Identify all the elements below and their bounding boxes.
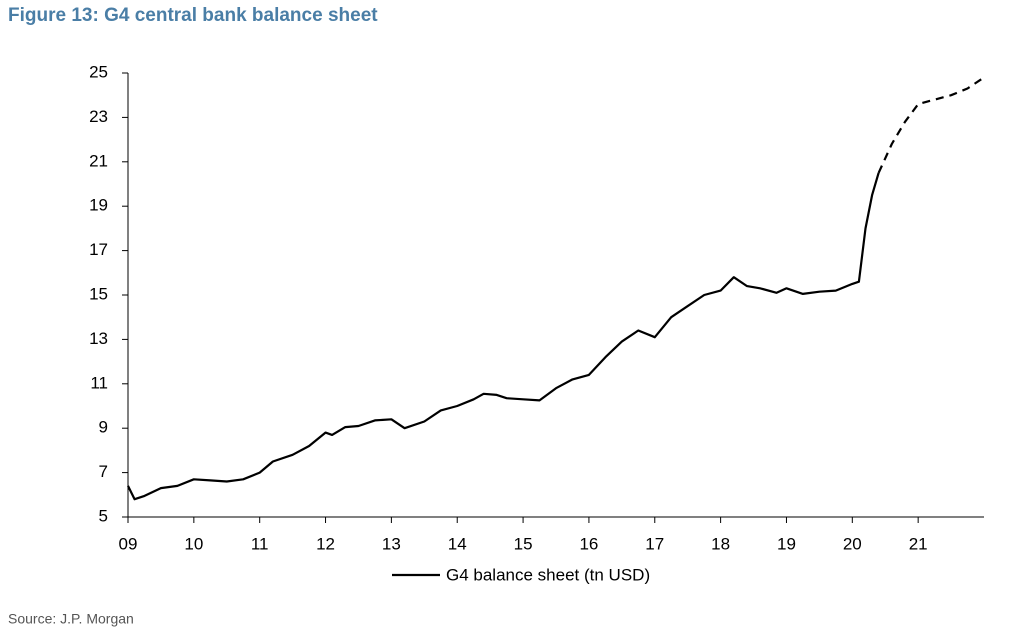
- x-tick-label: 12: [316, 534, 335, 553]
- y-tick-label: 7: [99, 462, 108, 481]
- legend-label: G4 balance sheet (tn USD): [446, 565, 650, 584]
- y-tick-label: 13: [89, 329, 108, 348]
- y-tick-label: 15: [89, 284, 108, 303]
- x-tick-label: 13: [382, 534, 401, 553]
- y-tick-label: 5: [99, 506, 108, 525]
- x-tick-label: 21: [909, 534, 928, 553]
- source: Source: J.P. Morgan: [8, 611, 134, 627]
- series-line: [127, 172, 880, 501]
- y-tick-label: 11: [90, 373, 108, 392]
- y-tick-label: 19: [89, 196, 108, 215]
- series-line: [877, 76, 985, 174]
- x-tick-label: 20: [843, 534, 862, 553]
- x-tick-label: 16: [579, 534, 598, 553]
- y-tick-label: 23: [89, 107, 108, 126]
- x-tick-label: 17: [645, 534, 664, 553]
- y-tick-label: 9: [99, 418, 108, 437]
- x-tick-label: 19: [777, 534, 796, 553]
- x-tick-label: 15: [514, 534, 533, 553]
- x-tick-label: 11: [251, 534, 269, 553]
- y-tick-label: 25: [89, 62, 108, 81]
- y-tick-label: 17: [89, 240, 108, 259]
- x-tick-label: 14: [448, 534, 467, 553]
- chart-title: Figure 13: G4 central bank balance sheet: [8, 5, 378, 26]
- x-tick-label: 10: [184, 534, 203, 553]
- x-tick-label: 18: [711, 534, 730, 553]
- x-tick-label: 09: [119, 534, 138, 553]
- y-tick-label: 21: [89, 151, 108, 170]
